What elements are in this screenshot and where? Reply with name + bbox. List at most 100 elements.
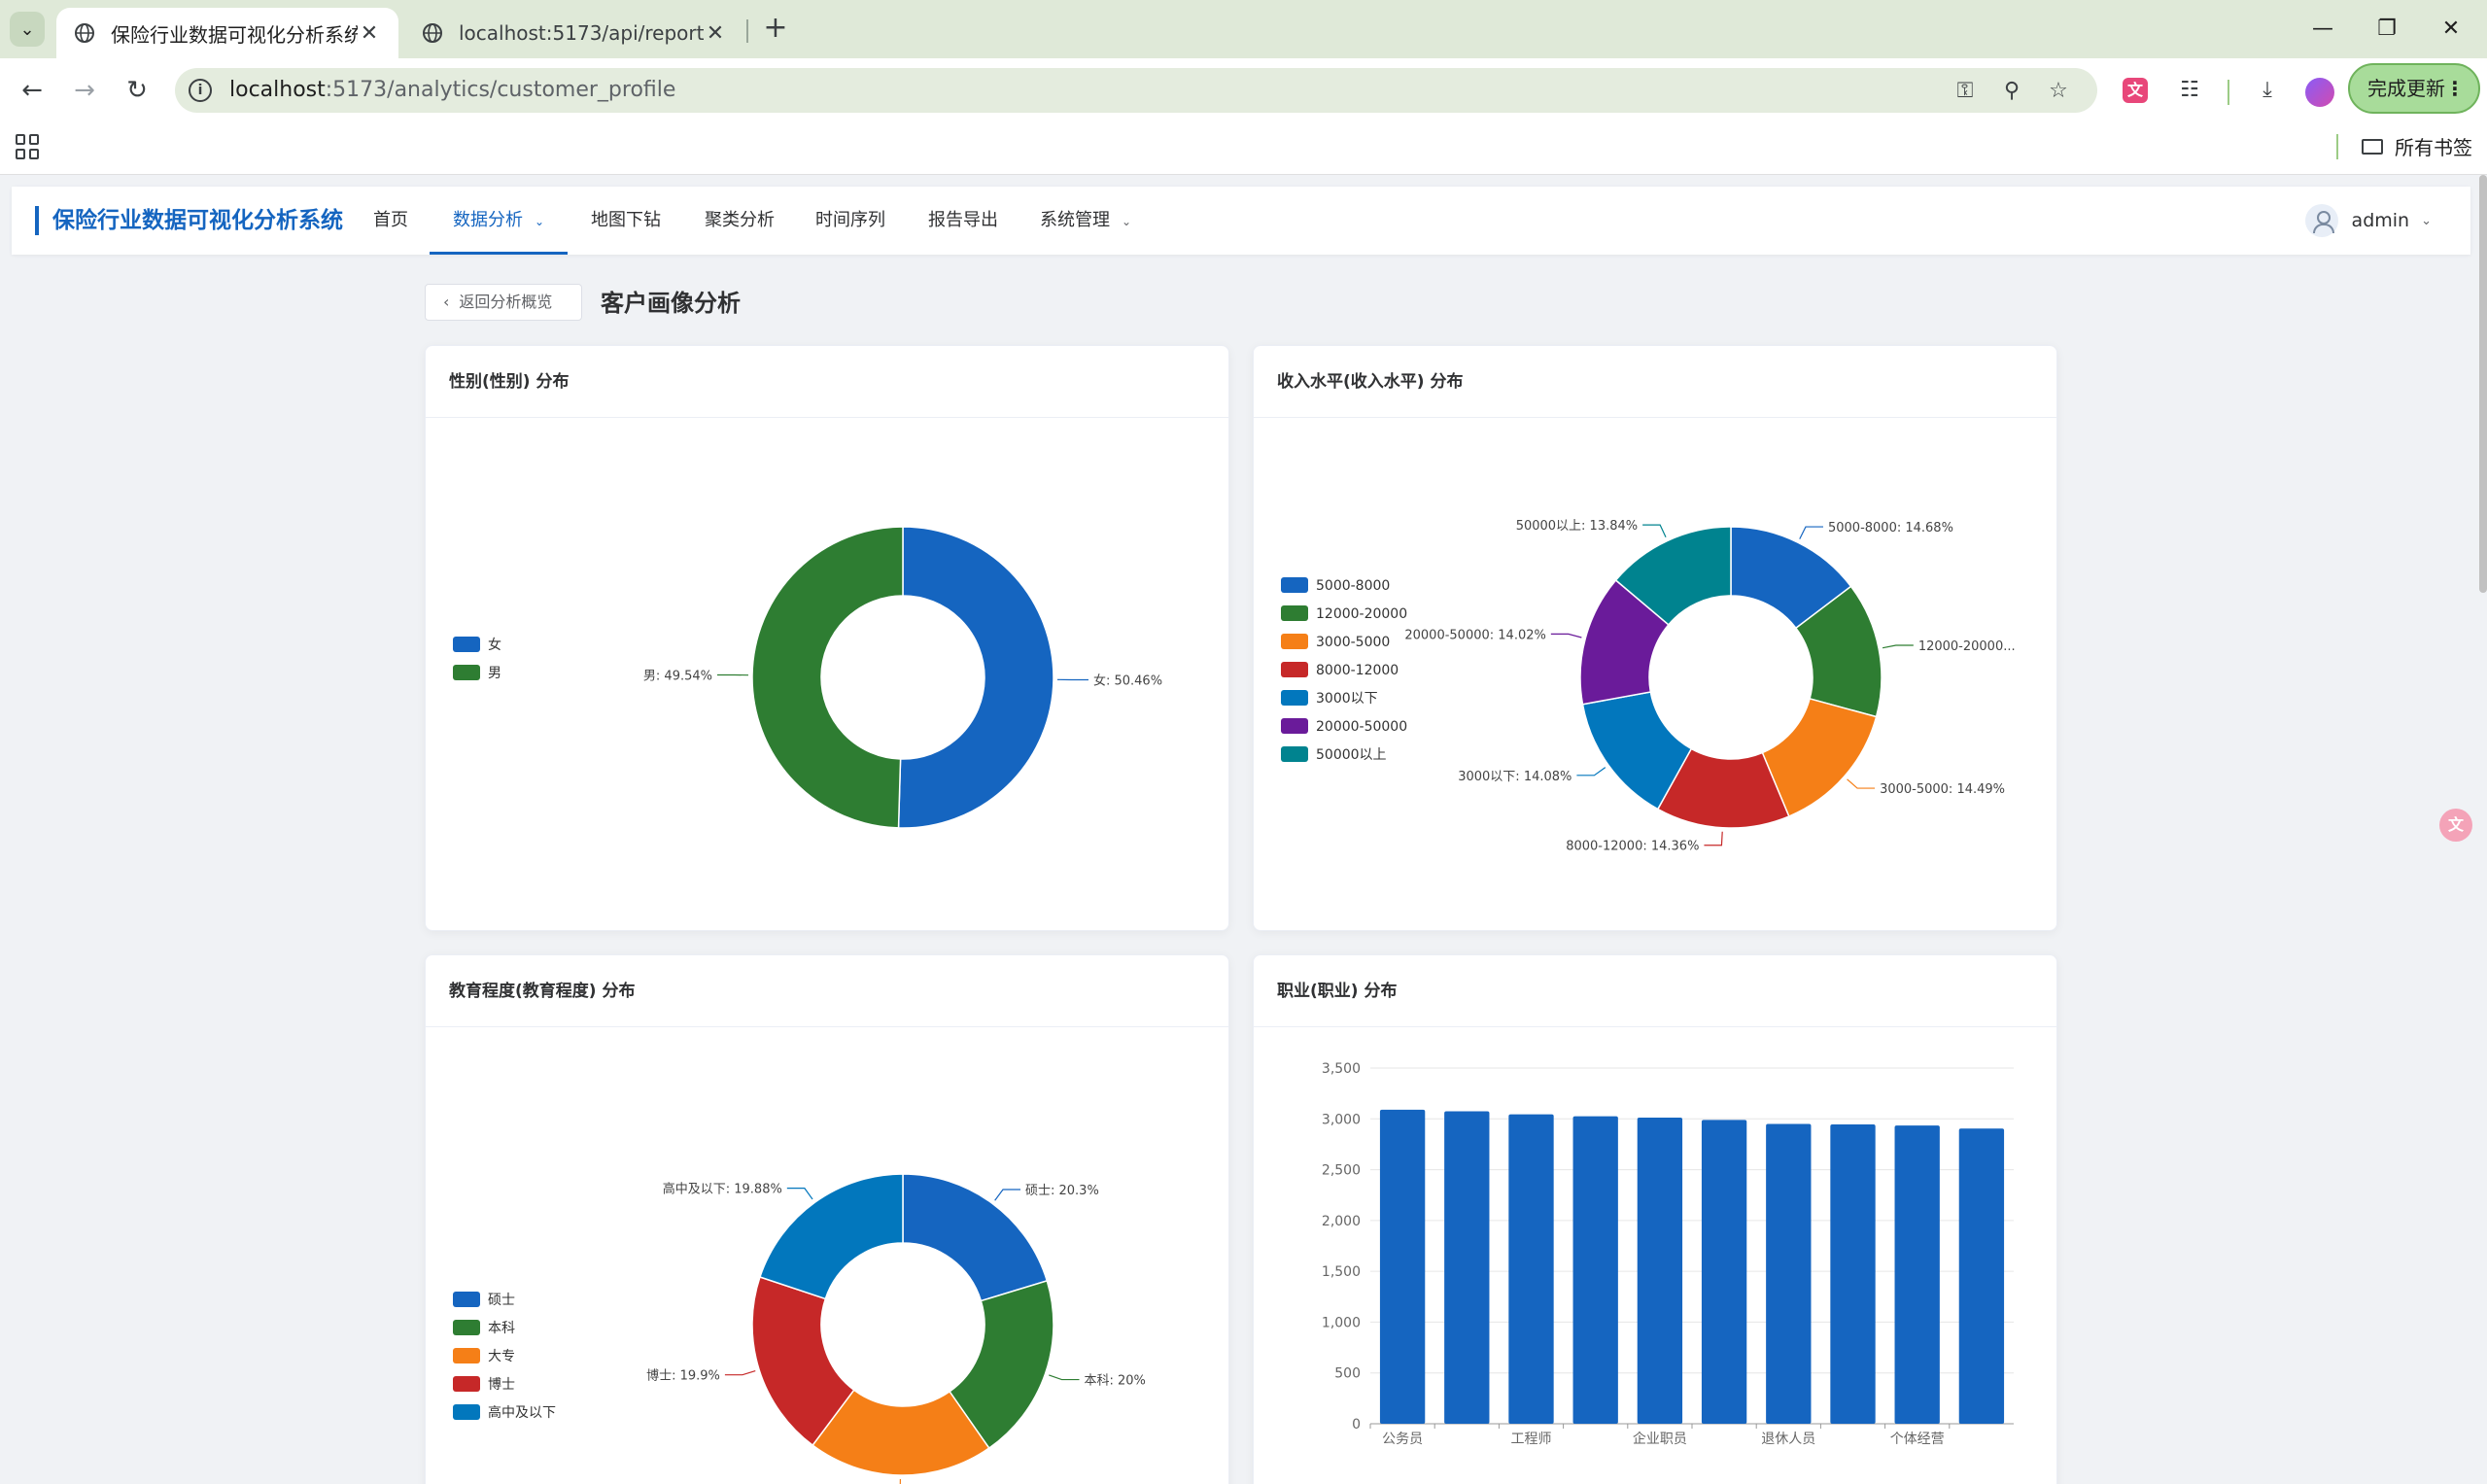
new-tab-plus-icon[interactable]: +	[763, 11, 788, 45]
back-label: 返回分析概览	[459, 293, 553, 311]
bar[interactable]	[1572, 1116, 1618, 1424]
legend-swatch[interactable]	[453, 1292, 480, 1307]
legend-label[interactable]: 3000-5000	[1316, 635, 1390, 650]
legend-label[interactable]: 20000-50000	[1316, 719, 1407, 735]
legend-swatch[interactable]	[1281, 662, 1308, 677]
pie-slice[interactable]	[897, 526, 1054, 829]
legend-label[interactable]: 8000-12000	[1316, 663, 1399, 678]
password-key-icon[interactable]: ⚿	[1956, 79, 1974, 103]
pie-slice[interactable]	[751, 526, 904, 829]
address-bar[interactable]: i localhost:5173/analytics/customer_prof…	[175, 68, 2097, 113]
bar[interactable]	[1958, 1128, 2005, 1424]
label-leader-line	[994, 1189, 1021, 1201]
bar[interactable]	[1637, 1118, 1683, 1424]
all-bookmarks-button[interactable]: 所有书签	[2362, 132, 2472, 160]
extensions-puzzle-icon[interactable]: ☷	[2180, 78, 2199, 102]
gender-donut-chart: 女: 50.46% 男: 49.54% 女男	[453, 526, 1162, 829]
legend-swatch[interactable]	[453, 1320, 480, 1335]
forward-arrow-icon[interactable]: →	[74, 76, 95, 105]
legend-swatch[interactable]	[1281, 605, 1308, 621]
legend-swatch[interactable]	[453, 1348, 480, 1363]
legend-swatch[interactable]	[1281, 690, 1308, 706]
nav-cluster-analysis[interactable]: 聚类分析	[705, 187, 775, 255]
legend-swatch[interactable]	[1281, 718, 1308, 734]
zoom-icon[interactable]: ⚲	[2003, 79, 2021, 103]
legend-label[interactable]: 女	[488, 637, 501, 653]
legend-swatch[interactable]	[453, 1404, 480, 1420]
tab-active[interactable]: 保险行业数据可视化分析系统 ✕	[56, 8, 398, 58]
legend-label[interactable]: 12000-20000	[1316, 606, 1407, 622]
tab-title: 保险行业数据可视化分析系统	[111, 22, 358, 47]
legend-swatch[interactable]	[453, 637, 480, 652]
y-tick-label: 1,000	[1322, 1315, 1361, 1330]
slice-label: 高中及以下: 19.88%	[663, 1182, 782, 1197]
pie-slice[interactable]	[751, 1276, 855, 1447]
bar[interactable]	[1508, 1114, 1554, 1424]
tab-inactive[interactable]: localhost:5173/api/reports/d ✕	[404, 8, 744, 58]
nav-system-admin[interactable]: 系统管理 ⌄	[1040, 187, 1131, 255]
card-title: 教育程度(教育程度) 分布	[426, 955, 1228, 1027]
download-icon[interactable]: ⤓	[2262, 78, 2272, 102]
browser-toolbar: ← → ↻ i localhost:5173/analytics/custome…	[0, 58, 2487, 122]
legend-swatch[interactable]	[1281, 634, 1308, 649]
legend-label[interactable]: 博士	[488, 1376, 515, 1393]
translate-extension-icon[interactable]: 文	[2123, 78, 2148, 103]
tab-title: localhost:5173/api/reports/d	[459, 21, 704, 45]
legend-label[interactable]: 本科	[488, 1321, 515, 1336]
legend-label[interactable]: 5000-8000	[1316, 578, 1390, 594]
site-info-icon[interactable]: i	[189, 79, 212, 102]
legend-swatch[interactable]	[453, 1376, 480, 1392]
nav-time-series[interactable]: 时间序列	[815, 187, 885, 255]
bar[interactable]	[1830, 1124, 1876, 1424]
bar[interactable]	[1444, 1111, 1490, 1424]
slice-label: 50000以上: 13.84%	[1516, 519, 1638, 534]
legend-label[interactable]: 硕士	[488, 1293, 515, 1308]
user-name: admin	[2351, 210, 2410, 231]
minimize-icon[interactable]: —	[2312, 17, 2333, 41]
close-tab-icon[interactable]: ✕	[360, 20, 379, 46]
translate-float-icon[interactable]: 文	[2439, 809, 2472, 842]
card-title: 收入水平(收入水平) 分布	[1254, 346, 2056, 418]
more-menu-icon[interactable]: ⋮	[2445, 77, 2465, 100]
nav-report-export[interactable]: 报告导出	[928, 187, 998, 255]
pie-slice[interactable]	[812, 1389, 990, 1476]
app-brand[interactable]: 保险行业数据可视化分析系统	[35, 206, 343, 235]
bookmark-star-icon[interactable]: ☆	[2049, 79, 2068, 103]
legend-label[interactable]: 3000以下	[1316, 691, 1378, 707]
legend-label[interactable]: 大专	[488, 1349, 515, 1364]
page-scrollbar[interactable]	[2479, 175, 2487, 593]
bar[interactable]	[1701, 1120, 1747, 1424]
profile-avatar-icon[interactable]	[2305, 78, 2334, 107]
apps-grid-icon[interactable]	[16, 134, 41, 159]
tab-search-chevron-icon[interactable]: ⌄	[10, 12, 45, 47]
bar[interactable]	[1766, 1123, 1812, 1424]
nav-map-drilldown[interactable]: 地图下钻	[591, 187, 661, 255]
pie-slice[interactable]	[1614, 526, 1732, 626]
back-to-overview-button[interactable]: ‹ 返回分析概览	[425, 284, 582, 321]
url-text[interactable]: localhost:5173/analytics/customer_profil…	[229, 78, 675, 102]
nav-label: 报告导出	[928, 210, 998, 230]
reload-icon[interactable]: ↻	[126, 76, 148, 105]
restore-icon[interactable]: ❐	[2377, 17, 2397, 41]
legend-swatch[interactable]	[453, 665, 480, 680]
close-tab-icon[interactable]: ✕	[706, 20, 725, 46]
nav-home[interactable]: 首页	[373, 187, 408, 255]
slice-label: 8000-12000: 14.36%	[1566, 840, 1699, 854]
close-window-icon[interactable]: ✕	[2441, 17, 2461, 41]
legend-swatch[interactable]	[1281, 577, 1308, 593]
pie-slice[interactable]	[759, 1173, 904, 1300]
pie-slice[interactable]	[902, 1173, 1049, 1302]
bar[interactable]	[1894, 1125, 1940, 1424]
legend-swatch[interactable]	[1281, 746, 1308, 762]
user-menu[interactable]: admin ⌄	[2304, 203, 2432, 238]
legend-label[interactable]: 男	[488, 666, 501, 681]
pie-slice[interactable]	[949, 1279, 1054, 1450]
bar[interactable]	[1379, 1109, 1426, 1424]
update-button[interactable]: 完成更新 ⋮	[2348, 63, 2480, 114]
legend-label[interactable]: 高中及以下	[488, 1404, 556, 1421]
nav-data-analysis[interactable]: 数据分析 ⌄	[430, 187, 569, 255]
update-label: 完成更新	[2367, 77, 2445, 100]
back-arrow-icon[interactable]: ←	[21, 76, 43, 105]
legend-label[interactable]: 50000以上	[1316, 747, 1387, 763]
url-path: :5173/analytics/customer_profile	[325, 78, 676, 102]
